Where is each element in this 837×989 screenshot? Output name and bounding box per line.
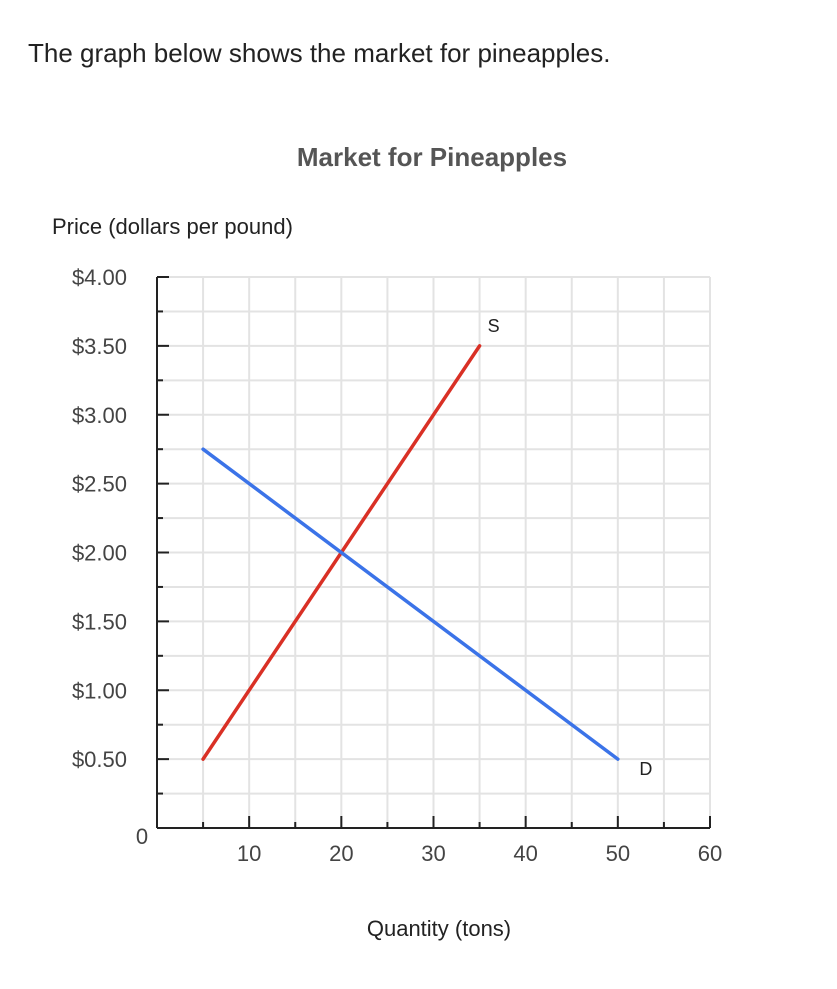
origin-label: 0 [136, 824, 148, 849]
x-tick-label: 10 [237, 841, 261, 866]
series-label-s: S [488, 316, 500, 336]
y-tick-label: $0.50 [72, 747, 127, 772]
y-tick-label: $2.00 [72, 541, 127, 566]
x-axis-label: Quantity (tons) [367, 916, 511, 941]
grid [157, 276, 711, 828]
y-tick-label: $3.00 [72, 403, 127, 428]
y-tick-label: $1.00 [72, 678, 127, 703]
chart-title: Market for Pineapples [297, 142, 567, 172]
y-tick-label: $2.50 [72, 472, 127, 497]
y-axis-label: Price (dollars per pound) [52, 214, 293, 239]
x-tick-label: 50 [606, 841, 630, 866]
series-label-d: D [639, 759, 652, 779]
y-tick-label: $1.50 [72, 609, 127, 634]
x-tick-label: 40 [513, 841, 537, 866]
x-tick-label: 60 [698, 841, 722, 866]
y-tick-label: $3.50 [72, 334, 127, 359]
y-tick-label: $4.00 [72, 265, 127, 290]
series: SD [201, 316, 652, 779]
axes [156, 276, 711, 829]
series-line-d [201, 447, 620, 761]
tick-labels: 10 20 30 40 50 60 $0.50 $1.00 $1.50 $2.00 $2.50 $3.… [72, 265, 722, 866]
question-text: The graph below shows the market for pin… [28, 38, 611, 68]
x-tick-label: 30 [421, 841, 445, 866]
x-tick-label: 20 [329, 841, 353, 866]
